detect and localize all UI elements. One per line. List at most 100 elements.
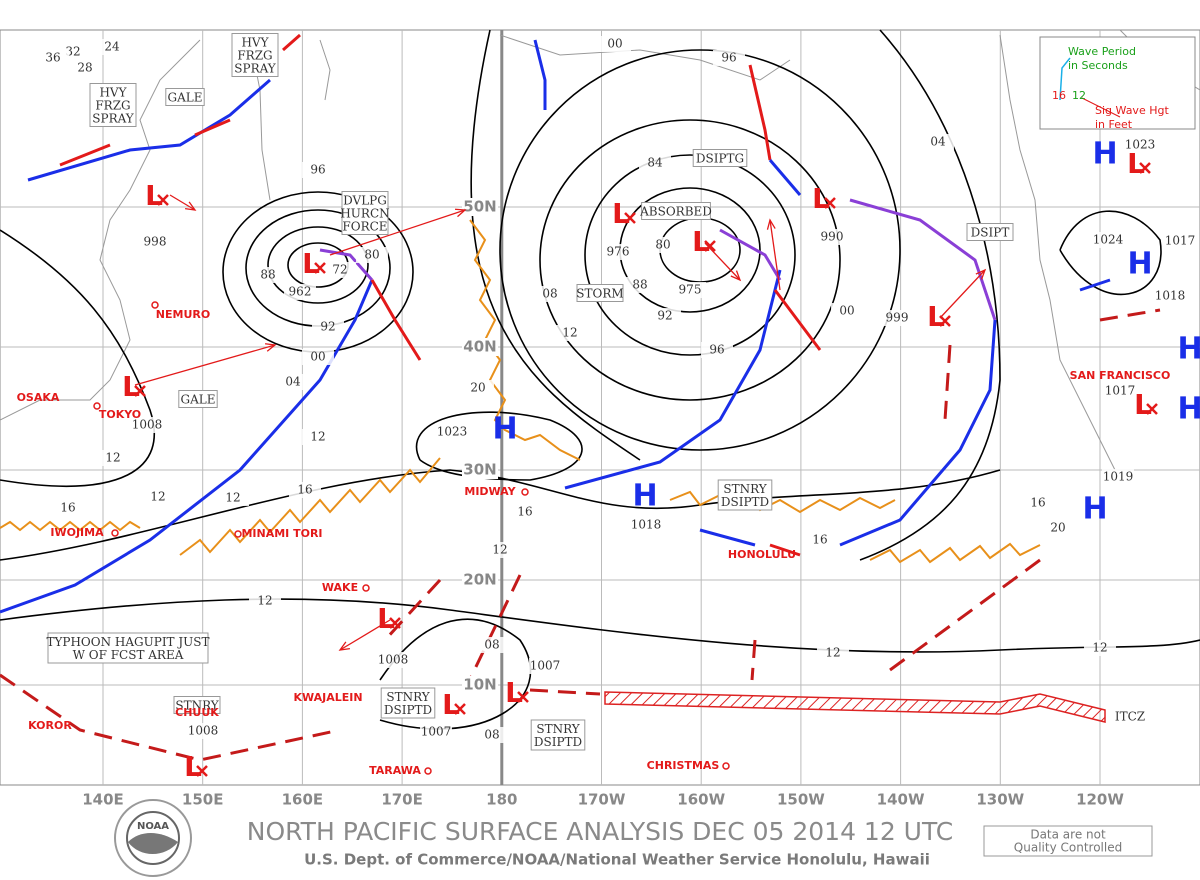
- pressure-label: 88: [632, 278, 647, 292]
- annotation-text: DSIPTD: [384, 703, 432, 717]
- pressure-label-bg: [289, 482, 321, 498]
- noaa-logo: NOAA: [114, 799, 192, 877]
- annotation-box: [89, 83, 137, 127]
- pressure-label: 20: [1050, 521, 1065, 535]
- annotation-text: FRZG: [95, 99, 130, 113]
- annotation-text: STNRY: [536, 722, 580, 736]
- pressure-label: 1007: [530, 659, 561, 673]
- place-marker: [111, 529, 119, 537]
- longitude-label: 170W: [578, 791, 626, 809]
- pressure-label-bg: [1042, 520, 1074, 536]
- pressure-label-bg: [649, 308, 681, 324]
- pressure-label: 1023: [437, 425, 468, 439]
- pressure-label: 976: [607, 245, 630, 259]
- annotation-text: DSIPTG: [696, 152, 744, 166]
- arrow-head: [730, 270, 742, 282]
- pressure-label-bg: [881, 310, 913, 326]
- annotation-text: DSIPTD: [534, 735, 582, 749]
- footer-note: Data are not: [1030, 828, 1106, 842]
- legend-box: [1039, 36, 1196, 130]
- pressure-label-bg: [131, 417, 163, 433]
- longitude-label: 150E: [182, 791, 224, 809]
- high-center: H: [1177, 392, 1200, 427]
- low-cross: [314, 262, 326, 274]
- isobars: [0, 29, 1200, 730]
- pressure-label-bg: [1102, 469, 1134, 485]
- annotation-box: [341, 191, 389, 235]
- coastlines: [0, 29, 1200, 471]
- place-label: WAKE: [322, 581, 358, 594]
- pressure-label-bg: [217, 490, 249, 506]
- pressure-label-bg: [602, 244, 634, 260]
- annotation-text: SPRAY: [234, 62, 277, 76]
- pressure-label-bg: [476, 727, 508, 743]
- place-label: HONOLULU: [728, 548, 796, 561]
- pressure-label-bg: [312, 319, 344, 335]
- low-cross: [517, 691, 529, 703]
- place-marker: [151, 301, 159, 309]
- movement-arrow: [329, 209, 466, 256]
- annotation-text: DSIPTD: [721, 495, 769, 509]
- pressure-label: 04: [930, 135, 946, 149]
- pressure-label: 00: [607, 37, 622, 51]
- legend-period-label: Wave Period: [1068, 45, 1136, 58]
- pressure-label-bg: [420, 724, 452, 740]
- latitude-label: 30N: [463, 461, 496, 479]
- pressure-label: 24: [104, 40, 120, 54]
- pressure-label-bg: [69, 60, 101, 76]
- pressure-label: 96: [310, 163, 325, 177]
- legend-barb: [1059, 57, 1071, 101]
- pressure-label: 12: [1092, 641, 1107, 655]
- pressure-label-bg: [599, 36, 631, 52]
- annotation-box: [530, 719, 586, 751]
- pressure-label: 990: [821, 230, 844, 244]
- pressure-label: 04: [285, 375, 301, 389]
- pressure-label: 00: [310, 350, 325, 364]
- place-marker: [521, 488, 529, 496]
- pressure-label-bg: [139, 234, 171, 250]
- longitude-label: 160W: [677, 791, 725, 809]
- pressure-label-bg: [701, 342, 733, 358]
- legend-period-value: 12: [1072, 89, 1086, 102]
- pressure-label-bg: [377, 652, 409, 668]
- arrow-head: [185, 201, 197, 211]
- pressure-label: 16: [812, 533, 827, 547]
- high-center: H: [1092, 137, 1117, 172]
- pressure-label: 1023: [1125, 138, 1156, 152]
- arrow-head: [264, 343, 277, 352]
- annotation-text: FRZG: [237, 49, 272, 63]
- movement-arrow: [339, 619, 391, 651]
- pressure-label-bg: [187, 723, 219, 739]
- annotation-text: GALE: [181, 393, 216, 407]
- low-center: L: [927, 300, 945, 333]
- low-center: L: [122, 370, 140, 403]
- pressure-label-bg: [52, 500, 84, 516]
- pressure-label-bg: [277, 374, 309, 390]
- high-center: H: [1177, 332, 1200, 367]
- latitude-label-bg: [462, 676, 498, 694]
- pressure-label: 1017: [1165, 234, 1196, 248]
- pressure-label: 12: [562, 326, 577, 340]
- low-cross: [454, 703, 466, 715]
- annotation-text: DVLPG: [343, 194, 387, 208]
- annotation-text: HVY: [241, 36, 269, 50]
- pressure-label: 12: [257, 594, 272, 608]
- pressure-label: 28: [77, 61, 92, 75]
- low-center: L: [692, 225, 710, 258]
- place-marker: [234, 530, 242, 538]
- pressure-label: 00: [839, 304, 854, 318]
- movement-arrow: [169, 194, 196, 211]
- place-label: SAN FRANCISCO: [1070, 369, 1171, 382]
- pressure-label: 80: [655, 238, 670, 252]
- annotation-box: [692, 149, 748, 167]
- movement-arrow: [134, 344, 276, 386]
- pressure-label-bg: [97, 450, 129, 466]
- place-label: MINAMI TORI: [241, 527, 322, 540]
- pressure-label-bg: [476, 637, 508, 653]
- pressure-label: 1008: [188, 724, 219, 738]
- pressure-label: 1019: [1103, 470, 1134, 484]
- annotation-text: ABSORBED: [639, 205, 712, 219]
- pressure-label-bg: [1092, 232, 1124, 248]
- annotation-text: STNRY: [386, 690, 430, 704]
- low-cross: [939, 315, 951, 327]
